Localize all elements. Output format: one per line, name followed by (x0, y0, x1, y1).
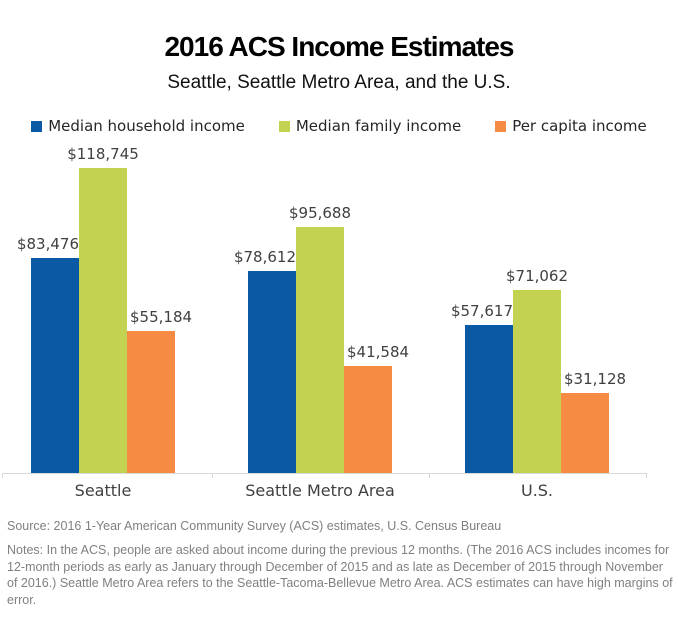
legend-swatch-icon (31, 120, 43, 132)
axis-tick (212, 473, 213, 478)
category-label: Seattle (74, 481, 132, 500)
axis-tick (2, 473, 3, 478)
axis-tick (646, 473, 647, 478)
legend-swatch-icon (278, 120, 290, 132)
category-label: Seattle Metro Area (245, 481, 395, 500)
bar (79, 168, 127, 473)
bar-value-label: $78,612 (233, 248, 296, 266)
bar (31, 258, 79, 473)
bar-value-label: $83,476 (16, 235, 79, 253)
notes-text: Notes: In the ACS, people are asked abou… (7, 543, 673, 607)
legend: Median household income Median family in… (0, 117, 678, 135)
bar-value-label: $118,745 (67, 145, 139, 163)
legend-label: Median family income (295, 117, 462, 135)
legend-label: Median household income (48, 117, 245, 135)
legend-swatch-icon (495, 120, 507, 132)
category-label: U.S. (520, 481, 554, 500)
chart-title: 2016 ACS Income Estimates (164, 31, 514, 62)
source-note: Source: 2016 1-Year American Community S… (7, 519, 502, 533)
chart-subtitle: Seattle, Seattle Metro Area, and the U.S… (167, 72, 511, 93)
bar-value-label: $57,617 (450, 302, 513, 320)
legend-item-median-household-income: Median household income (31, 117, 245, 135)
bar (344, 366, 392, 473)
legend-item-median-family-income: Median family income (278, 117, 462, 135)
bar (465, 325, 513, 473)
bar (513, 290, 561, 473)
bar-value-label: $71,062 (505, 267, 569, 285)
bar (127, 331, 175, 473)
legend-item-per-capita-income: Per capita income (495, 117, 647, 135)
axis-tick (429, 473, 430, 478)
bar-value-label: $55,184 (130, 308, 193, 326)
x-axis-line (2, 473, 646, 474)
chart-footer: Source: 2016 1-Year American Community S… (7, 518, 673, 608)
bar-value-label: $31,128 (564, 370, 627, 388)
bar (248, 271, 296, 473)
bar (296, 227, 344, 473)
bar-value-label: $41,584 (347, 343, 410, 361)
bar (561, 393, 609, 473)
legend-label: Per capita income (512, 117, 647, 135)
bar-value-label: $95,688 (288, 204, 352, 222)
